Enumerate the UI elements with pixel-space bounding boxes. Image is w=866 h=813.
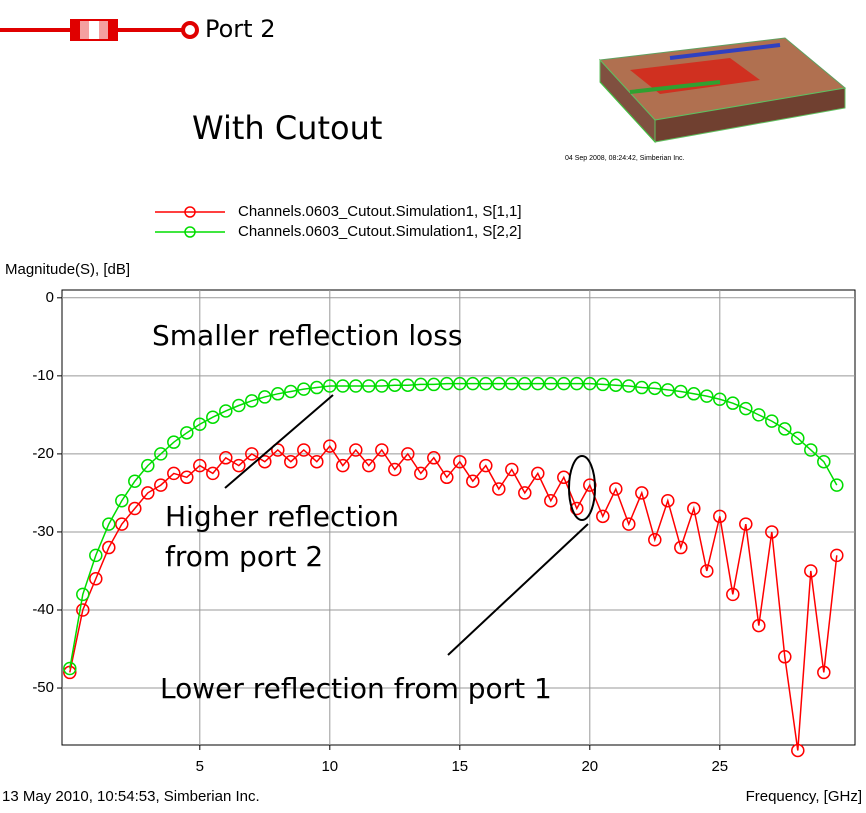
footer: 13 May 2010, 10:54:53, Simberian Inc. [2, 788, 260, 805]
legend-label: Channels.0603_Cutout.Simulation1, S[2,2] [238, 223, 522, 240]
annotation: Higher reflection [165, 500, 399, 533]
inset-caption: 04 Sep 2008, 08:24:42, Simberian Inc. [565, 155, 685, 162]
x-tick-label: 25 [711, 758, 728, 775]
annotation: from port 2 [165, 540, 323, 573]
y-axis-label: Magnitude(S), [dB] [5, 261, 130, 278]
chart: Port 2 With Cutout 04 Sep 2008, 08:24:42… [0, 0, 866, 809]
legend-label: Channels.0603_Cutout.Simulation1, S[1,1] [238, 203, 522, 220]
chart-title: With Cutout [192, 109, 382, 147]
y-tick-label: -50 [32, 679, 54, 696]
x-tick-label: 10 [321, 758, 338, 775]
annotation: Smaller reflection loss [152, 319, 462, 352]
annotation: Lower reflection from port 1 [160, 672, 552, 705]
x-tick-label: 20 [581, 758, 598, 775]
y-tick-label: -30 [32, 523, 54, 540]
port-label: Port 2 [205, 15, 275, 43]
y-tick-label: -20 [32, 445, 54, 462]
x-tick-label: 5 [196, 758, 204, 775]
schematic [0, 19, 197, 41]
y-tick-label: -40 [32, 601, 54, 618]
x-axis-label: Frequency, [GHz] [746, 788, 862, 805]
y-tick-label: 0 [46, 289, 54, 306]
y-tick-label: -10 [32, 367, 54, 384]
x-tick-label: 15 [451, 758, 468, 775]
